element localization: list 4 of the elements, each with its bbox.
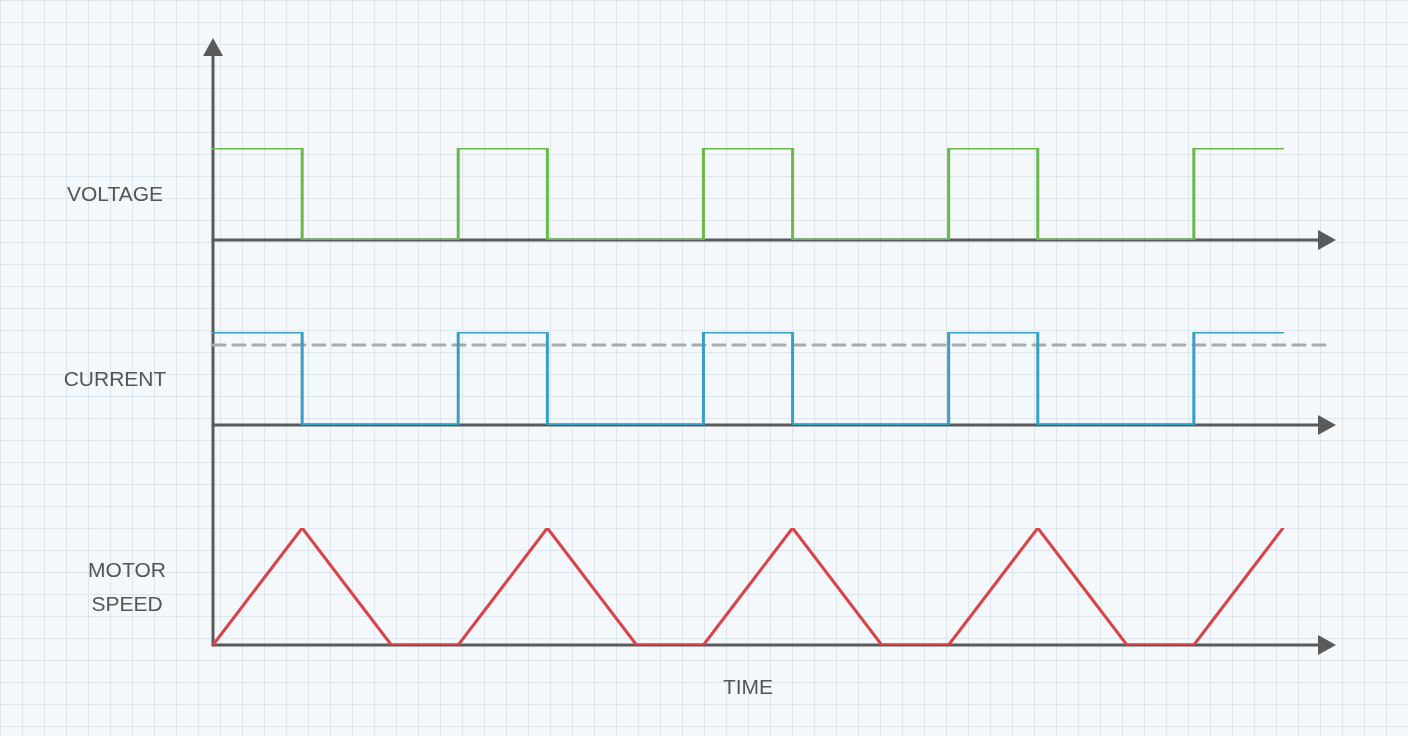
x-axis-title: TIME <box>722 675 774 699</box>
y-axis-title: MOTOR SPEED <box>87 556 167 617</box>
y-axis-title: VOLTAGE <box>65 181 165 207</box>
y-axis-title: CURRENT <box>62 365 168 392</box>
